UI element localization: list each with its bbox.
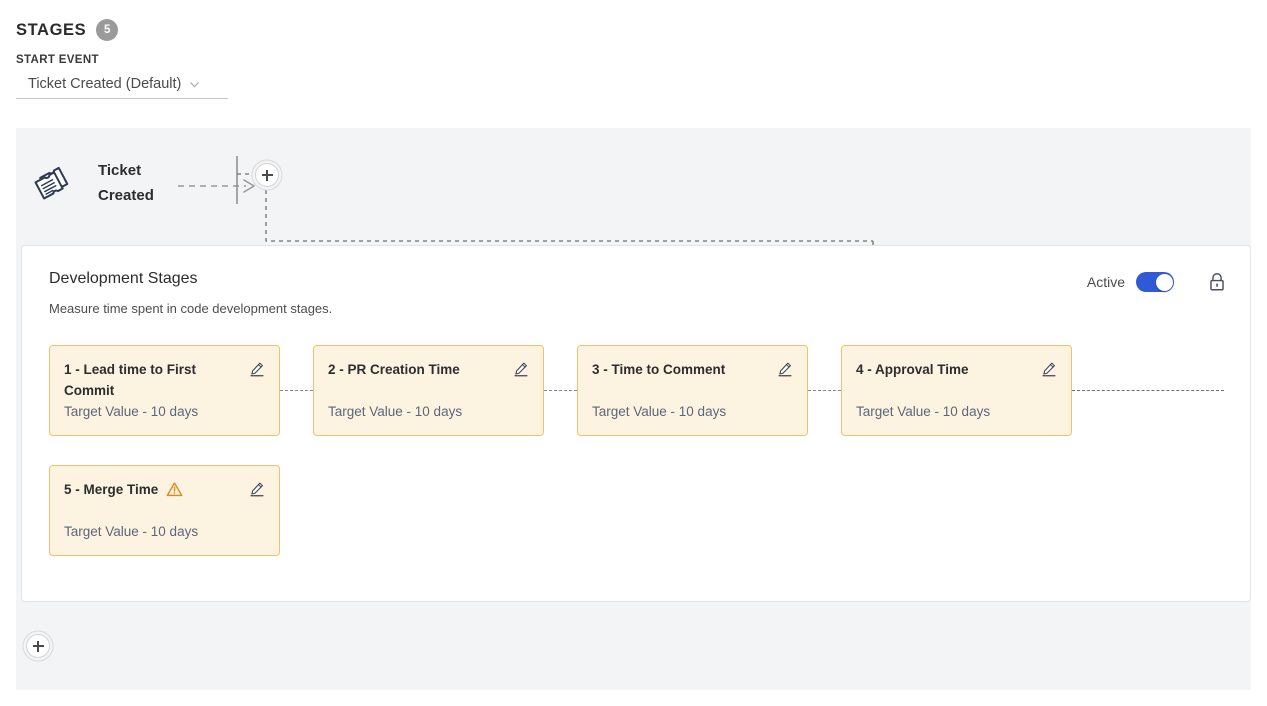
stage-card-top: 4 - Approval Time [856,359,1057,380]
stage-card-title: 2 - PR Creation Time [328,362,460,377]
stage-card-target: Target Value - 10 days [64,524,199,539]
start-event-selected-value: Ticket Created (Default) [28,76,182,92]
stages-count-badge: 5 [96,19,119,41]
stage-connector [808,345,841,436]
stage-row-2: 5 - Merge Time [49,465,1224,556]
flow-arrow [178,179,255,193]
active-toggle-label: Active [1086,274,1125,290]
stage-card-title-text: 5 - Merge Time [64,482,159,497]
pencil-icon[interactable] [513,361,529,377]
stage-card-target: Target Value - 10 days [856,404,991,419]
start-event-node: Ticket Created [34,158,188,208]
chevron-down-icon [190,81,200,87]
stage-group-actions: Active [1087,272,1226,292]
start-event-node-label-line2: Created [98,187,154,204]
page-title: STAGES [16,20,87,39]
stage-card-top: 1 - Lead time to First Commit [64,359,265,401]
active-toggle-group: Active [1087,272,1174,292]
stage-group-description: Measure time spent in code development s… [49,301,333,316]
warning-triangle-icon [166,482,183,497]
lock-icon[interactable] [1208,272,1226,292]
flow-branch-lines [236,156,874,248]
stage-connector [544,345,577,436]
stage-card-top: 2 - PR Creation Time [328,359,529,380]
stage-connector-tail [1072,345,1224,436]
stage-card-title: 4 - Approval Time [856,362,969,377]
flow-canvas: Ticket Created Development Stages Measur… [16,128,1251,690]
stage-card-title: 1 - Lead time to First Commit [64,362,197,398]
stage-card[interactable]: 1 - Lead time to First Commit Target Val… [49,345,280,436]
add-stage-group-button-bottom[interactable] [26,634,50,658]
stage-row-1: 1 - Lead time to First Commit Target Val… [49,345,1224,436]
active-toggle[interactable] [1136,272,1174,292]
stage-card-title: 3 - Time to Comment [592,362,726,377]
stages-header: STAGES 5 START EVENT Ticket Created (Def… [16,18,616,99]
stage-card-target: Target Value - 10 days [328,404,463,419]
pencil-icon[interactable] [777,361,793,377]
active-toggle-knob [1155,273,1173,291]
stage-connector [280,345,313,436]
stage-card-top: 3 - Time to Comment [592,359,793,380]
start-event-label: START EVENT [16,54,99,66]
stage-card[interactable]: 3 - Time to Comment Target Value - 10 da… [577,345,808,436]
pencil-icon[interactable] [1041,361,1057,377]
start-event-select[interactable]: Ticket Created (Default) [16,76,228,99]
stage-card-title: 5 - Merge Time [64,479,183,500]
stages-title-row: STAGES 5 [16,18,616,42]
stage-card[interactable]: 5 - Merge Time [49,465,280,556]
stage-group-header: Development Stages Measure time spent in… [49,270,332,316]
ticket-icon [34,166,69,200]
stage-card[interactable]: 2 - PR Creation Time Target Value - 10 d… [313,345,544,436]
stage-card-target: Target Value - 10 days [64,404,199,419]
start-event-node-label-line1: Ticket [98,162,142,179]
pencil-icon[interactable] [249,361,265,377]
pencil-icon[interactable] [249,481,265,497]
stage-group-title: Development Stages [49,270,198,287]
add-stage-group-button-top[interactable] [255,163,279,187]
stage-cards-area: 1 - Lead time to First Commit Target Val… [49,345,1224,556]
stage-card-top: 5 - Merge Time [64,479,265,500]
start-event-node-label: Ticket Created [98,158,188,208]
stage-card-target: Target Value - 10 days [592,404,727,419]
stage-group-card: Development Stages Measure time spent in… [21,245,1251,602]
stage-card[interactable]: 4 - Approval Time Target Value - 10 days [841,345,1072,436]
